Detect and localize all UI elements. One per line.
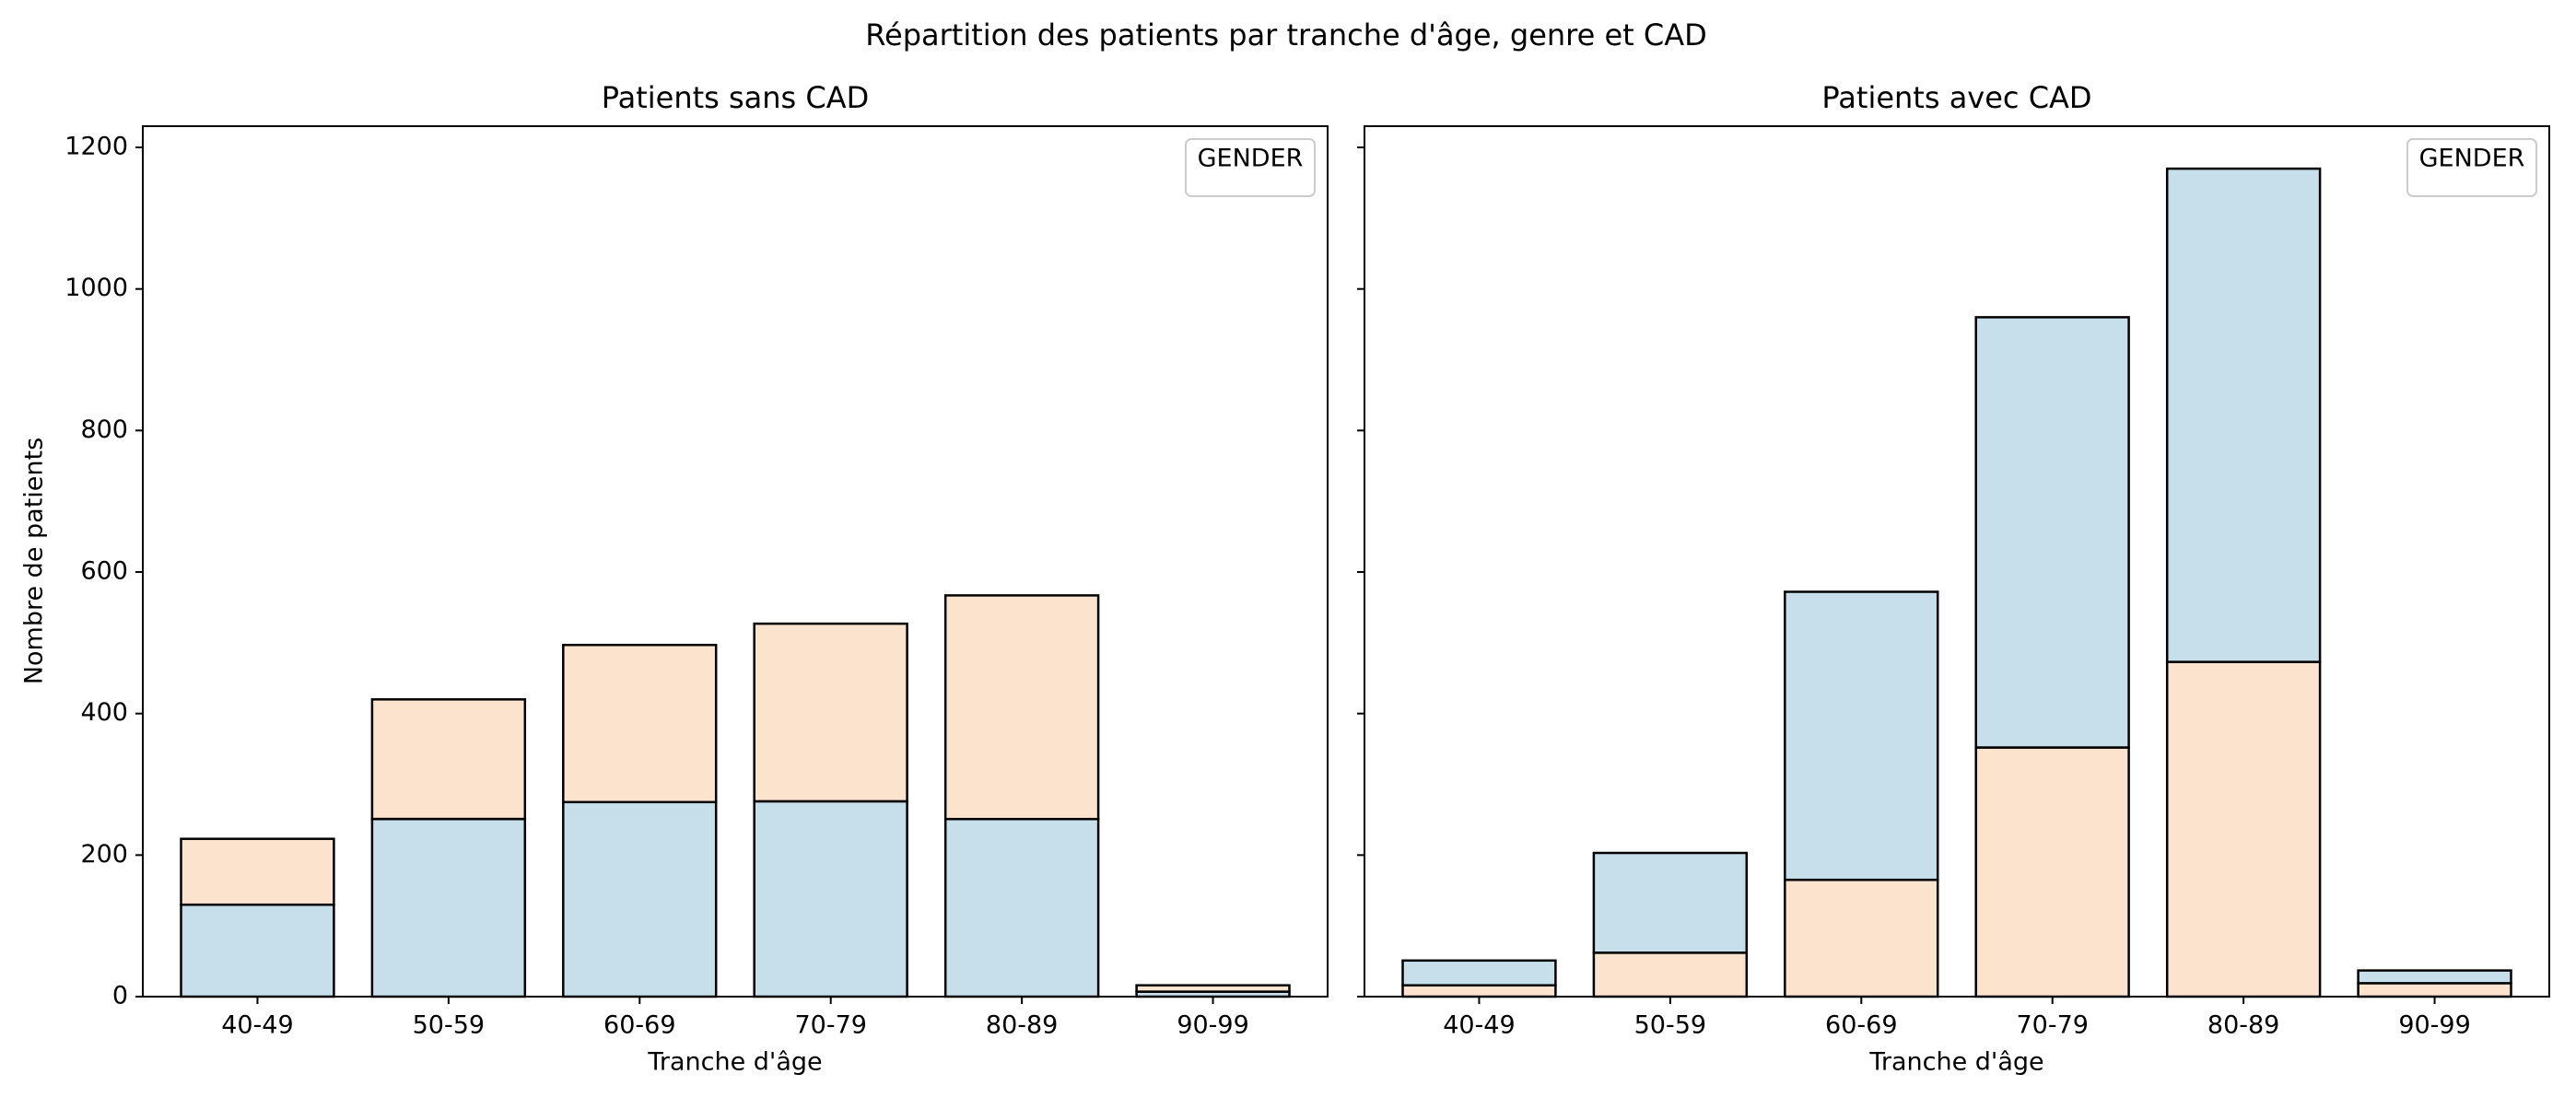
panel-title: Patients sans CAD (602, 80, 870, 115)
y-tick-label: 800 (80, 415, 128, 444)
x-tick-label: 60-69 (603, 1011, 675, 1040)
x-tick-label: 40-49 (221, 1011, 293, 1040)
x-tick-label: 60-69 (1825, 1011, 1897, 1040)
bar-80-89-orange (943, 594, 1100, 821)
panel-patients-avec-cad: 40-49 50-59 60-69 70-79 80-89 90-99 Patients a… (1357, 80, 2550, 1077)
x-axis-label: Tranche d'âge (1868, 1048, 2043, 1077)
bar-50-59-orange (1592, 951, 1749, 998)
bar-70-79-blue (753, 800, 908, 998)
legend-box (2406, 138, 2537, 197)
bar-50-59-blue (1592, 851, 1749, 954)
bar-60-69-orange (1784, 878, 1939, 998)
bar-60-69-blue (562, 800, 718, 998)
x-tick-label: 90-99 (2398, 1011, 2470, 1040)
x-tick-label: 50-59 (1634, 1011, 1706, 1040)
legend-title: GENDER (1198, 145, 1304, 173)
legend-title: GENDER (2419, 145, 2525, 173)
y-tick-label: 0 (112, 982, 128, 1010)
y-tick-label: 400 (80, 698, 128, 727)
y-tick-label: 1200 (64, 133, 128, 161)
bar-50-59-orange (370, 698, 527, 821)
bar-60-69-orange (562, 643, 718, 804)
x-axis-label: Tranche d'âge (647, 1048, 822, 1077)
bar-80-89-orange (2165, 660, 2322, 998)
figure-suptitle: Répartition des patients par tranche d'â… (865, 18, 1707, 53)
bar-90-99-orange (1135, 984, 1291, 993)
y-axis-label: Nombre de patients (20, 438, 49, 684)
legend-box (1185, 138, 1316, 197)
x-tick-label: 80-89 (2207, 1011, 2279, 1040)
bar-40-49-orange (1401, 984, 1557, 998)
y-tick-label: 200 (80, 840, 128, 869)
x-tick-label: 70-79 (2016, 1011, 2088, 1040)
bar-80-89-blue (2165, 167, 2322, 663)
bar-90-99-blue (2357, 969, 2512, 985)
bar-50-59-blue (370, 817, 527, 998)
bar-40-49-orange (180, 837, 335, 906)
x-tick-label: 70-79 (794, 1011, 866, 1040)
x-tick-label: 50-59 (413, 1011, 485, 1040)
bar-70-79-blue (1974, 316, 2130, 749)
bar-60-69-blue (1784, 590, 1939, 881)
panel-title: Patients avec CAD (1821, 80, 2091, 115)
bar-40-49-blue (1401, 959, 1557, 986)
bar-40-49-blue (180, 903, 335, 998)
y-tick-label: 600 (80, 557, 128, 586)
axes-frame (1364, 125, 2550, 998)
bar-90-99-orange (2357, 982, 2512, 998)
axes-frame (142, 125, 1329, 998)
bar-70-79-orange (753, 622, 908, 803)
x-tick-label: 40-49 (1443, 1011, 1515, 1040)
x-tick-label: 80-89 (986, 1011, 1058, 1040)
x-tick-label: 90-99 (1177, 1011, 1248, 1040)
panel-patients-sans-cad: 40-49 50-59 60-69 70-79 80-89 90-99 0 200 400 600… (64, 80, 1329, 1077)
bar-80-89-blue (943, 817, 1100, 998)
y-tick-label: 1000 (64, 274, 128, 302)
bar-70-79-orange (1974, 746, 2130, 998)
